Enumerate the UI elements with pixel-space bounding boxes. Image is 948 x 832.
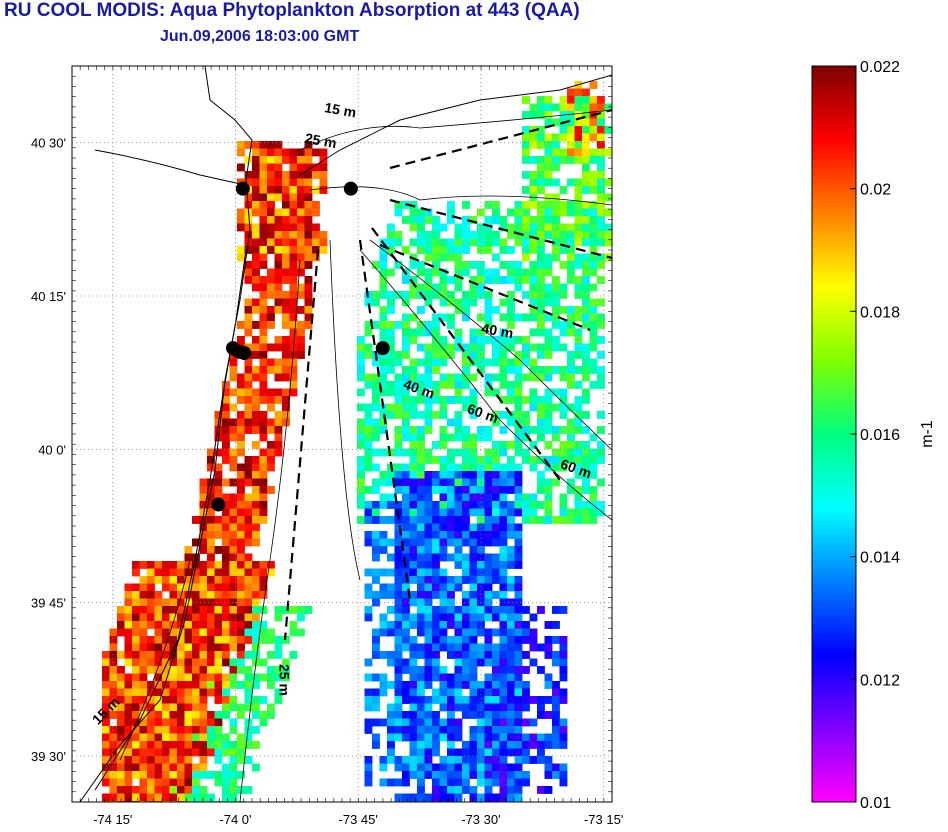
colorbar-tick-label: 0.018 (860, 304, 900, 321)
longitude-label: -73 15' (584, 812, 623, 827)
map-gridlines (72, 66, 612, 802)
colorbar-tick-label: 0.014 (860, 550, 900, 567)
latitude-label: 39 30' (31, 749, 66, 764)
station-markers (211, 181, 390, 512)
colorbar-tick-label: 0.02 (860, 182, 891, 199)
colorbar-unit-label: m-1 (919, 420, 936, 448)
map-title: RU COOL MODIS: Aqua Phytoplankton Absorp… (4, 0, 580, 21)
latitude-label: 40 0' (38, 442, 66, 457)
isobath-label: 25 m (277, 664, 293, 696)
station-marker (237, 346, 252, 361)
coastline (79, 66, 612, 802)
longitude-label: -74 15' (93, 812, 132, 827)
longitude-label: -73 30' (461, 812, 500, 827)
isobath-lines (119, 109, 612, 802)
station-marker (343, 181, 358, 196)
longitude-label: -73 45' (339, 812, 378, 827)
latitude-label: 40 15' (31, 289, 66, 304)
longitude-labels: -74 15' -74 0' -73 45' -73 30' -73 15' (93, 812, 623, 827)
colorbar: 0.022 0.02 0.018 0.016 0.014 0.012 0.01 m-1 (811, 59, 936, 812)
colorbar-tick-label: 0.01 (860, 795, 891, 812)
colorbar-gradient (811, 65, 857, 803)
station-marker (211, 497, 226, 512)
phytoplankton-map: 40 30'40 15'40 0'39 45'39 30' -74 15' -74… (31, 65, 623, 827)
isobath-labels: 15 m25 m40 m40 m60 m60 m25 m15 m (89, 99, 594, 727)
colorbar-tick-label: 0.016 (860, 427, 900, 444)
station-marker (235, 181, 250, 196)
transect-lines (283, 108, 612, 641)
isobath-label: 40 m (480, 320, 514, 341)
colorbar-tick-label: 0.022 (860, 59, 900, 76)
latitude-label: 39 45' (31, 596, 66, 611)
longitude-label: -74 0' (219, 812, 251, 827)
map-tick-marks (71, 65, 613, 803)
colorbar-ticks: 0.022 0.02 0.018 0.016 0.014 0.012 0.01 (850, 59, 900, 812)
isobath-label: 15 m (323, 99, 357, 120)
latitude-labels: 40 30' 40 15' 40 0' 39 45' 39 30' (31, 136, 66, 764)
latitude-label: 40 30' (31, 136, 66, 151)
isobath-label: 25 m (304, 130, 338, 151)
map-subtitle: Jun.09,2006 18:03:00 GMT (160, 28, 360, 45)
station-marker (375, 341, 390, 356)
colorbar-tick-label: 0.012 (860, 672, 900, 689)
